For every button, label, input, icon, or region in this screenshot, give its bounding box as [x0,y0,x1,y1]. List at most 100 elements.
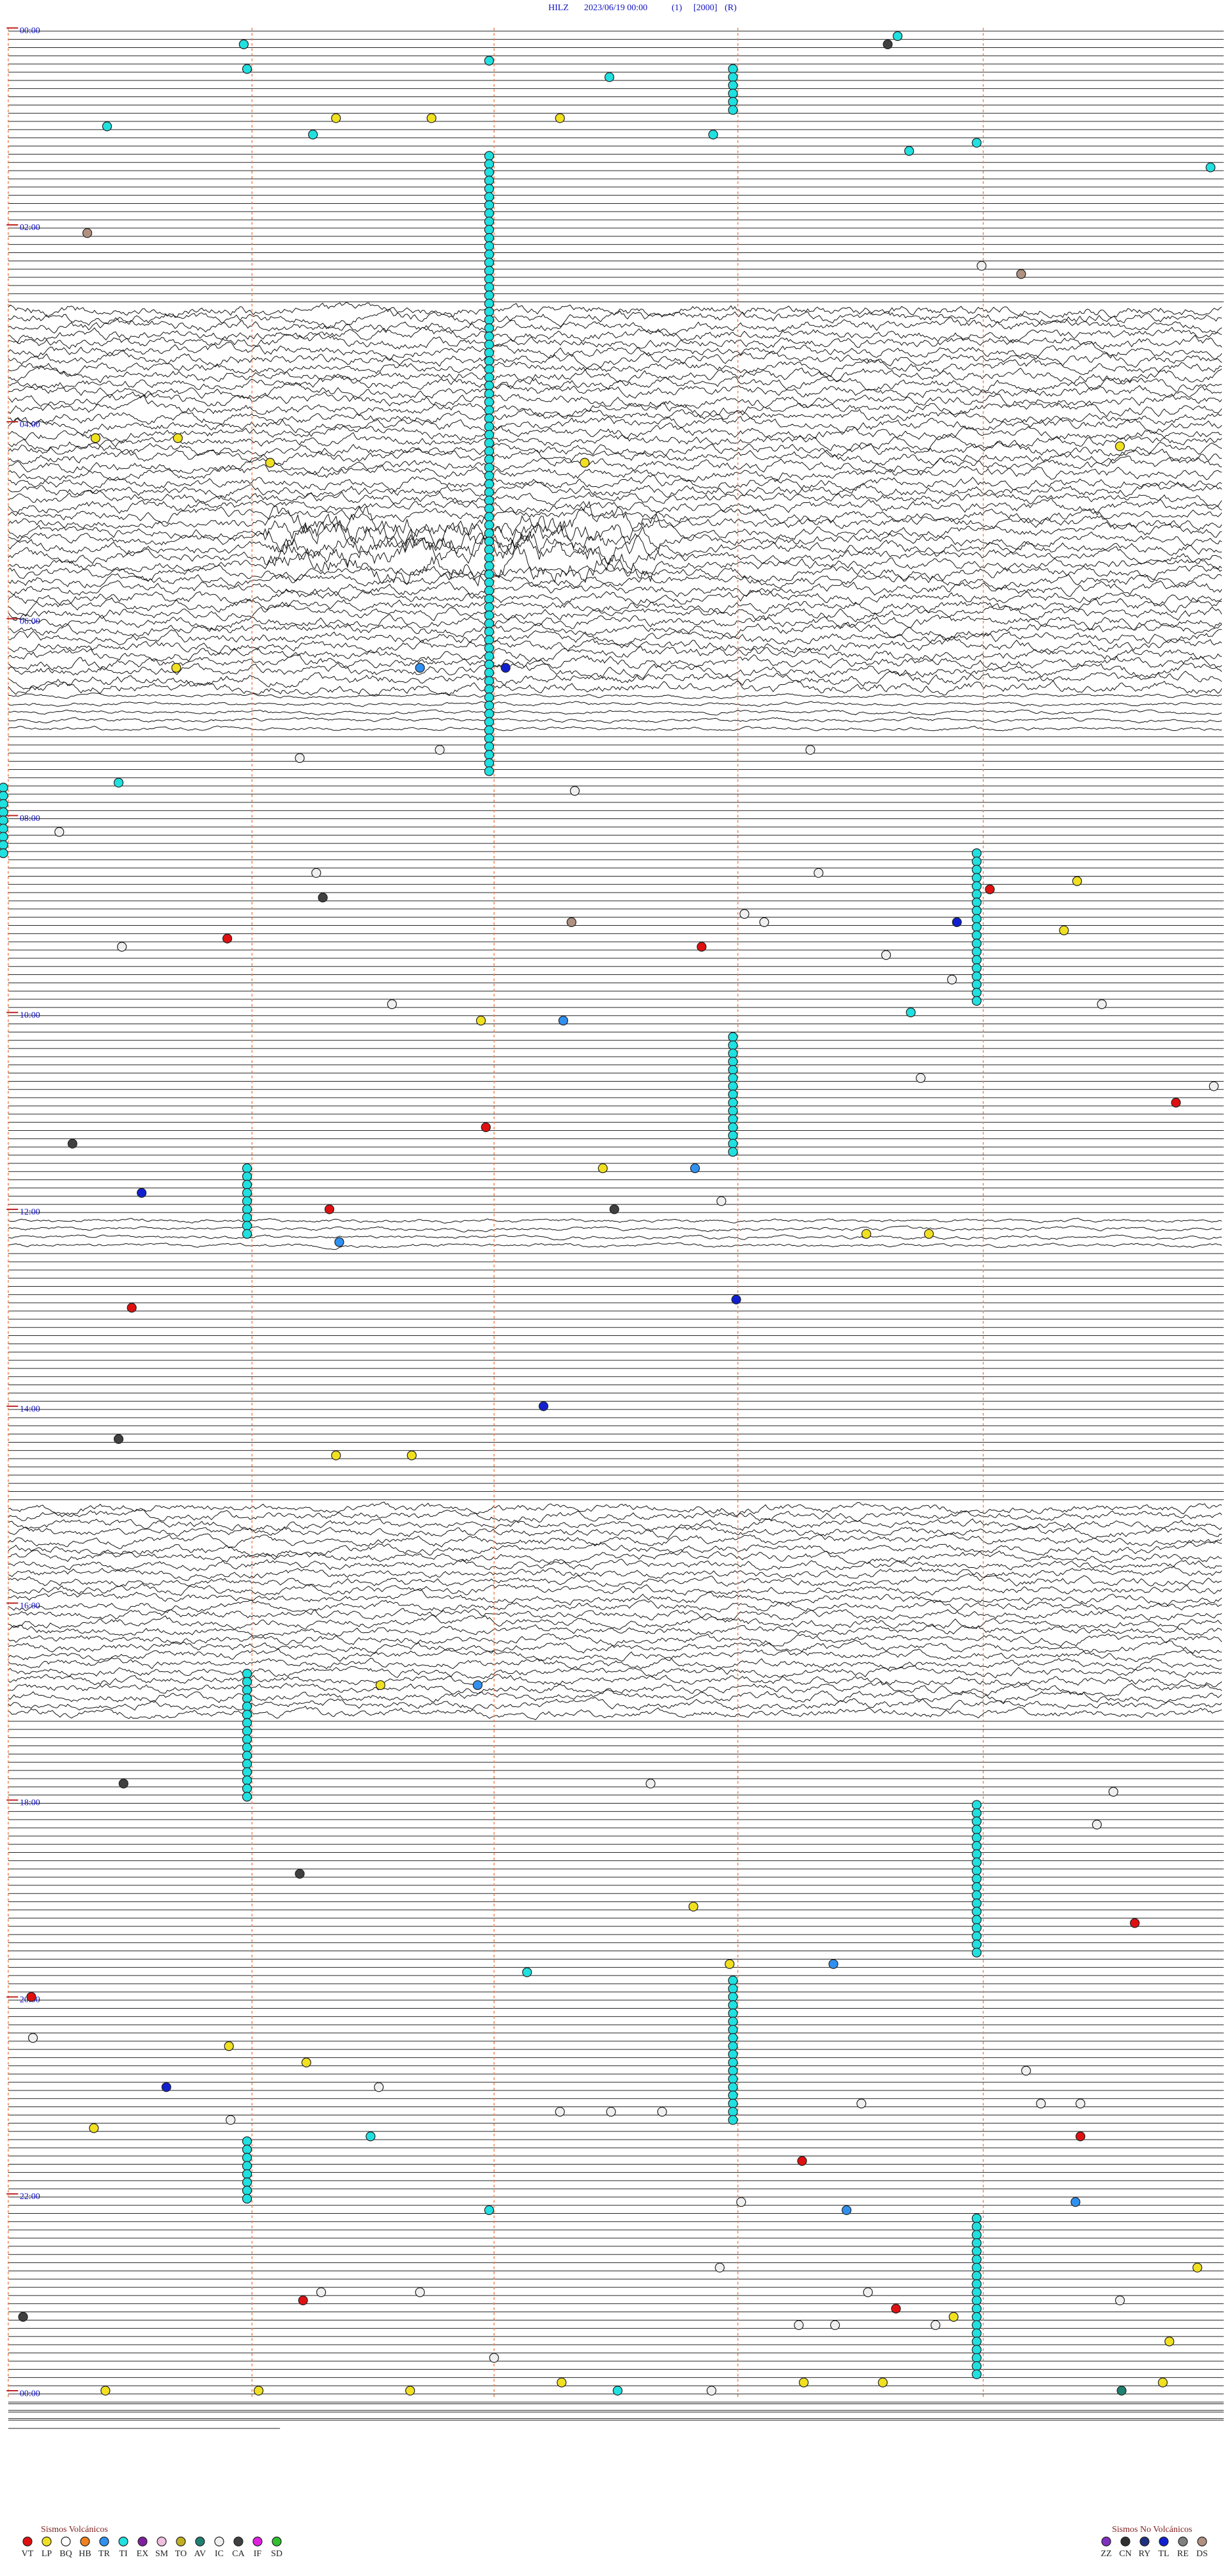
header: HILZ 2023/06/19 00:00 (1) [2000] (R) [548,3,737,13]
event-marker [697,942,707,952]
event-marker [739,908,750,919]
trace [8,1558,1223,1572]
event-marker [1070,2196,1081,2207]
event-marker [118,1779,128,1789]
event-marker [484,733,495,744]
scale: [2000] [693,3,717,13]
event-marker [484,266,495,276]
event-marker [558,1015,568,1026]
event-marker [484,659,495,670]
event-marker [334,1237,344,1247]
event-marker [1092,1820,1102,1830]
event-marker [484,495,495,505]
event-marker [484,766,495,776]
event-marker [971,996,982,1006]
trace [8,432,1223,452]
event-marker [1157,2377,1168,2388]
legend-swatch [176,2536,186,2547]
trace [8,622,1223,641]
time-label: 18:00 [20,1798,40,1808]
time-label: 10:00 [20,1011,40,1020]
trace [8,725,1222,732]
event-marker [484,339,495,349]
event-marker [484,602,495,612]
event-marker [484,233,495,243]
event-marker [580,457,590,468]
time-label: 00:00 [20,2389,40,2398]
trace [8,395,1223,417]
legend-swatch [1197,2536,1207,2547]
event-marker [415,2287,425,2297]
mode: (R) [725,3,737,13]
event-marker [971,2238,982,2248]
trace [8,309,1223,329]
event-marker [484,183,495,194]
event-marker [952,917,962,927]
event-marker [484,405,495,415]
event-marker [242,1759,252,1769]
event-marker [971,939,982,949]
trace [8,513,1223,561]
event-marker [1059,925,1069,935]
event-marker [728,64,738,74]
trace [8,1639,1222,1654]
event-marker [254,2386,264,2396]
event-marker [877,2377,888,2388]
event-marker [606,2106,616,2117]
event-marker [971,2320,982,2330]
event-marker [971,2279,982,2289]
trace [8,564,1223,583]
event-marker [728,1106,738,1116]
event-marker [971,1923,982,1933]
event-marker [805,745,815,755]
event-marker [731,1294,741,1305]
trace [8,497,1223,514]
event-marker [598,1163,608,1174]
trace [8,408,1223,425]
event-marker [1036,2098,1046,2109]
event-marker [242,2152,252,2163]
event-marker [242,1767,252,1777]
event-marker [0,790,8,801]
time-label: 06:00 [20,617,40,627]
event-marker [117,942,127,952]
event-marker [0,824,8,834]
event-marker [971,1939,982,1949]
event-marker [472,1680,482,1690]
legend-swatch [1178,2536,1188,2547]
legend-code: AV [194,2549,206,2559]
event-marker [971,2254,982,2265]
time-label: 12:00 [20,1208,40,1217]
event-marker [242,2144,252,2154]
event-marker [891,2303,901,2314]
event-marker [728,1057,738,1067]
trace [8,716,1222,724]
legend-code: VT [22,2549,34,2559]
event-marker [1076,2098,1086,2109]
event-marker [971,864,982,875]
event-marker [484,578,495,588]
trace [8,500,1223,547]
event-marker [484,159,495,169]
event-marker [484,151,495,161]
event-marker [484,627,495,637]
event-marker [971,1816,982,1827]
event-marker [728,2106,738,2117]
trace [8,693,1222,700]
event-marker [1115,2296,1125,2306]
event-marker [484,364,495,374]
trace [8,1526,1223,1540]
event-marker [971,1931,982,1942]
event-marker [1097,999,1107,1009]
event-marker [484,635,495,645]
event-marker [1021,2066,1031,2076]
time-label: 14:00 [20,1404,40,1414]
event-marker [971,2352,982,2363]
event-marker [971,905,982,916]
event-marker [971,963,982,973]
event-marker [0,783,8,793]
event-marker [484,684,495,694]
event-marker [728,2000,738,2010]
event-marker [708,129,718,140]
